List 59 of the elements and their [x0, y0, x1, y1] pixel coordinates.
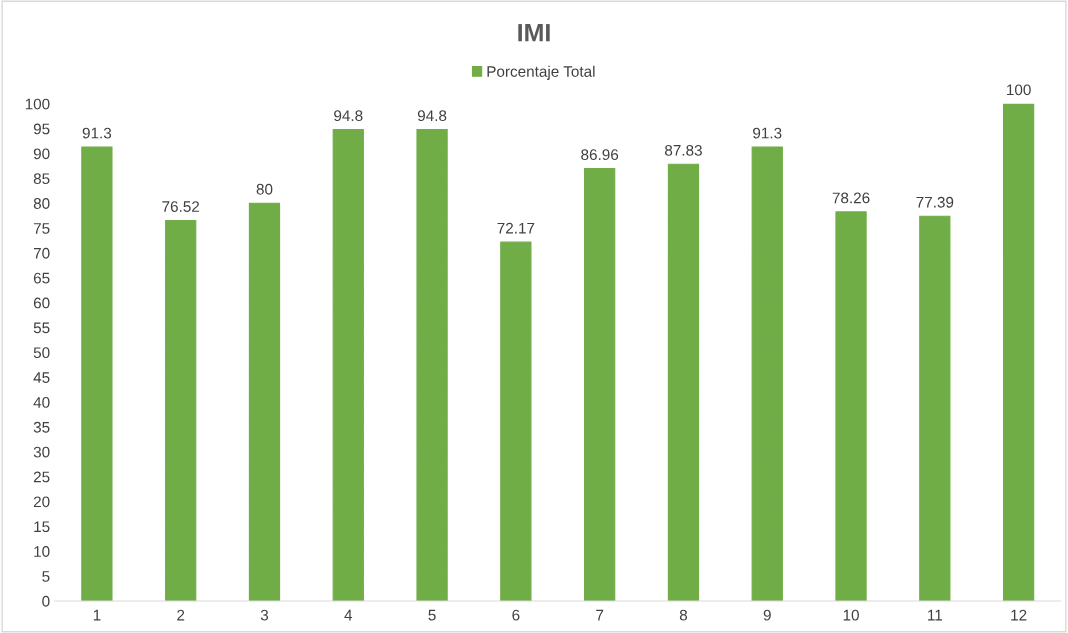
y-tick-label: 0: [42, 595, 50, 607]
bar: [835, 211, 867, 601]
x-tick-label: 5: [428, 609, 436, 621]
data-label: 91.3: [753, 127, 782, 139]
y-tick-label: 70: [33, 247, 50, 259]
data-label: 78.26: [832, 192, 870, 204]
y-tick-label: 100: [25, 98, 50, 110]
bar: [81, 146, 113, 601]
bar: [919, 215, 951, 601]
y-tick-label: 85: [33, 173, 50, 185]
data-label: 87.83: [665, 144, 702, 156]
y-tick-label: 75: [33, 223, 50, 234]
y-tick-label: 80: [33, 198, 50, 209]
y-tick-label: 40: [33, 396, 50, 408]
data-label: 100: [1007, 84, 1031, 96]
data-label: 86.96: [581, 149, 619, 161]
data-label: 91.3: [82, 127, 112, 139]
data-label: 94.8: [334, 110, 363, 122]
y-tick-label: 10: [34, 546, 50, 557]
y-tick-label: 15: [34, 521, 50, 533]
x-tick-label: 10: [843, 609, 859, 621]
bar: [1002, 103, 1035, 601]
x-tick-label: 11: [928, 609, 943, 621]
y-tick-label: 55: [33, 322, 50, 334]
x-tick-label: 3: [260, 609, 269, 621]
x-tick-label: 2: [177, 609, 185, 621]
y-tick-label: 25: [33, 471, 50, 483]
y-tick-label: 20: [33, 496, 50, 508]
y-tick-label: 50: [33, 347, 50, 359]
x-tick-label: 8: [679, 609, 688, 621]
y-tick-label: 5: [42, 571, 50, 582]
bar: [416, 129, 448, 601]
bar: [584, 168, 616, 601]
x-tick-label: 6: [512, 609, 520, 621]
y-tick-label: 95: [33, 123, 50, 135]
y-tick-label: 35: [33, 421, 50, 433]
x-tick-label: 12: [1011, 609, 1027, 621]
bar: [500, 241, 532, 601]
data-label: 77.39: [916, 196, 954, 208]
bar: [332, 129, 364, 601]
data-label: 72.17: [497, 222, 535, 234]
x-tick-label: 4: [344, 609, 353, 621]
bar: [248, 202, 281, 601]
x-tick-label: 7: [596, 609, 604, 621]
chart-title: IMI: [518, 24, 550, 42]
y-tick-label: 65: [33, 272, 50, 284]
bar: [165, 219, 197, 601]
data-label: 80: [256, 183, 273, 195]
y-tick-label: 45: [33, 372, 50, 383]
y-tick-label: 90: [33, 148, 50, 160]
bar: [667, 163, 700, 601]
bar: [751, 146, 783, 601]
y-tick-label: 60: [33, 297, 50, 309]
data-label: 76.52: [162, 201, 200, 212]
y-tick-label: 30: [33, 446, 50, 458]
x-tick-label: 9: [763, 609, 771, 621]
legend-label: Porcentaje Total: [487, 65, 595, 80]
data-label: 94.8: [417, 110, 447, 122]
x-tick-label: 1: [93, 609, 101, 621]
